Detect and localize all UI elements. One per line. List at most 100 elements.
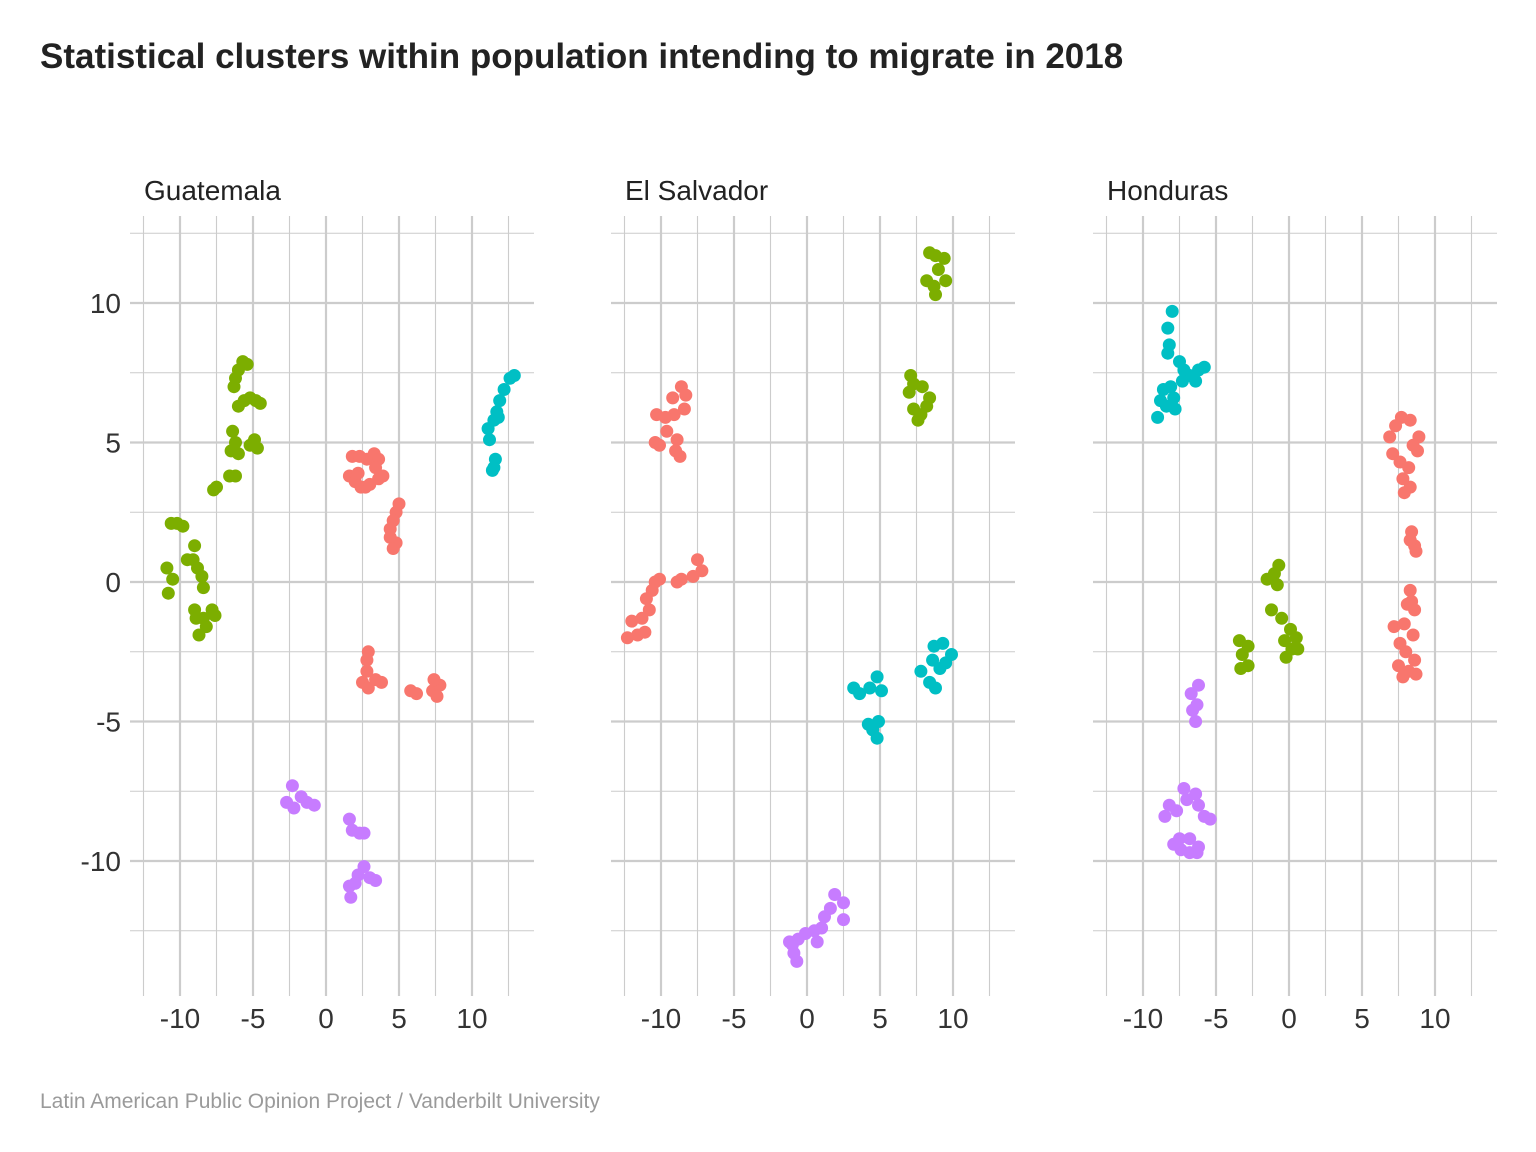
data-point <box>1184 687 1198 701</box>
data-point <box>679 388 693 402</box>
data-point <box>1203 812 1217 826</box>
x-tick-label: 0 <box>799 1003 815 1034</box>
cluster-green <box>160 355 267 642</box>
data-point <box>911 413 925 427</box>
data-point <box>635 611 649 625</box>
data-point <box>1397 486 1411 500</box>
data-point <box>933 662 947 675</box>
panel-title: El Salvador <box>625 175 768 206</box>
x-tick-label: 0 <box>1281 1003 1297 1034</box>
x-tick-label: -10 <box>641 1003 681 1034</box>
x-tick-label: -5 <box>241 1003 266 1034</box>
data-point <box>361 681 375 695</box>
data-point <box>1389 419 1403 433</box>
x-tick-label: 10 <box>456 1003 487 1034</box>
data-point <box>1408 603 1422 617</box>
data-point <box>188 539 202 553</box>
chart-title: Statistical clusters within population i… <box>40 37 1123 76</box>
data-point <box>1189 787 1203 801</box>
gridlines <box>130 216 534 996</box>
cluster-red <box>1383 410 1426 684</box>
y-tick-label: 5 <box>105 428 121 459</box>
data-point <box>1186 703 1200 717</box>
y-tick-label: 10 <box>90 288 121 319</box>
y-tick-label: 0 <box>105 567 121 598</box>
data-point <box>914 664 928 678</box>
data-point <box>166 572 180 586</box>
gridlines <box>611 216 1015 996</box>
data-point <box>1161 346 1175 360</box>
data-point <box>375 675 388 689</box>
data-point <box>939 274 953 288</box>
cluster-purple <box>1158 678 1217 860</box>
data-point <box>231 447 245 461</box>
data-point <box>226 424 240 438</box>
x-tick-label: 10 <box>937 1003 968 1034</box>
data-point <box>1154 394 1167 408</box>
cluster-red <box>342 447 447 703</box>
data-point <box>237 394 251 408</box>
data-point <box>386 542 400 555</box>
x-tick-label: 5 <box>872 1003 888 1034</box>
data-point <box>677 402 691 416</box>
data-point <box>195 569 209 583</box>
data-point <box>937 251 951 265</box>
data-point <box>929 681 942 695</box>
data-point <box>915 380 929 394</box>
data-point <box>1158 809 1172 823</box>
data-point <box>1275 611 1289 625</box>
data-point <box>1175 374 1189 388</box>
data-point <box>348 876 362 890</box>
x-tick-label: 10 <box>1419 1003 1450 1034</box>
x-tick-label: -5 <box>1204 1003 1229 1034</box>
data-point <box>369 874 383 887</box>
data-point <box>160 561 174 575</box>
data-point <box>1411 444 1424 458</box>
data-point <box>357 826 371 840</box>
data-point <box>1234 662 1248 675</box>
data-point <box>936 636 950 650</box>
data-point <box>638 625 652 639</box>
data-point <box>926 653 940 667</box>
data-point <box>192 628 206 642</box>
gridlines <box>1093 216 1497 996</box>
data-point <box>481 422 495 436</box>
data-point <box>1397 617 1411 631</box>
data-point <box>686 569 700 583</box>
data-point <box>929 288 942 302</box>
caption: Latin American Public Opinion Project / … <box>40 1090 600 1113</box>
data-point <box>1383 430 1397 444</box>
data-point <box>673 449 687 463</box>
data-point <box>902 385 916 399</box>
data-point <box>285 779 299 793</box>
data-point <box>625 614 639 628</box>
data-point <box>931 263 945 276</box>
data-point <box>1278 634 1292 648</box>
data-point <box>1189 715 1203 728</box>
data-point <box>1408 653 1422 667</box>
data-point <box>483 433 496 447</box>
data-point <box>253 396 267 410</box>
cluster-purple <box>280 779 383 904</box>
data-point <box>207 483 221 497</box>
data-point <box>1156 383 1170 396</box>
data-point <box>1387 620 1401 634</box>
data-point <box>342 812 356 826</box>
data-point <box>1270 578 1284 592</box>
data-point <box>1260 572 1274 586</box>
data-point <box>847 681 861 695</box>
data-point <box>1167 837 1181 851</box>
x-tick-label: 5 <box>391 1003 407 1034</box>
data-point <box>493 394 507 408</box>
data-point <box>1161 321 1175 335</box>
cluster-purple <box>783 888 850 968</box>
data-point <box>861 717 875 731</box>
data-point <box>1403 413 1417 427</box>
data-point <box>1409 667 1423 681</box>
data-point <box>660 424 674 438</box>
data-point <box>1289 631 1303 645</box>
data-point <box>1197 360 1211 374</box>
x-tick-label: -10 <box>160 1003 200 1034</box>
x-tick-label: -10 <box>1123 1003 1163 1034</box>
